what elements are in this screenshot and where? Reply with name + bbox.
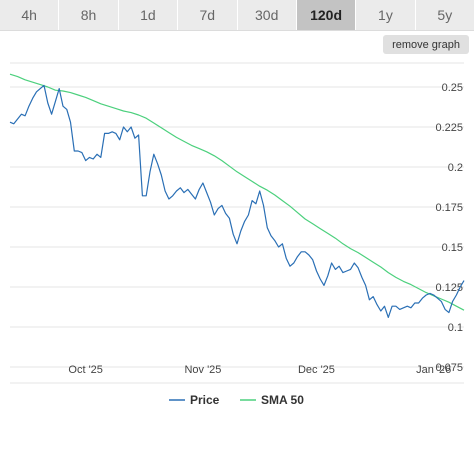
y-tick-label: 0.175 [435, 202, 463, 214]
y-tick-label: 0.125 [435, 282, 463, 294]
gridlines [10, 62, 464, 384]
remove-graph-button[interactable]: remove graph [383, 35, 469, 54]
tab-1y[interactable]: 1y [356, 0, 416, 30]
tab-4h[interactable]: 4h [0, 0, 60, 30]
legend-item-price[interactable]: Price [169, 393, 220, 407]
tab-1d[interactable]: 1d [119, 0, 179, 30]
x-axis: Oct '25 Nov '25 Dec '25 Jan '26 [68, 364, 451, 376]
tab-5y[interactable]: 5y [437, 7, 453, 23]
y-axis: 0.075 0.1 0.125 0.15 0.175 0.2 0.225 0.25 [435, 82, 463, 374]
legend-item-sma-50[interactable]: SMA 50 [240, 393, 304, 407]
tab-30d[interactable]: 30d [238, 0, 297, 30]
price-line [9, 84, 465, 318]
legend-price-label: Price [190, 393, 220, 407]
y-tick-label: 0.225 [435, 122, 463, 134]
y-tick-label: 0.25 [442, 82, 463, 94]
tab-8h[interactable]: 8h [59, 0, 119, 30]
x-tick-label: Jan '26 [416, 364, 451, 376]
y-tick-label: 0.1 [448, 322, 463, 334]
y-tick-label: 0.2 [448, 162, 463, 174]
series-lines [9, 73, 465, 318]
tab-7d[interactable]: 7d [178, 0, 238, 30]
x-tick-label: Oct '25 [68, 364, 103, 376]
y-tick-label: 0.15 [442, 242, 463, 254]
x-tick-label: Dec '25 [298, 364, 335, 376]
timeframe-tabs: 4h 8h 1d 7d 30d 120d 1y 5y [0, 0, 474, 31]
legend: Price SMA 50 [169, 393, 304, 407]
x-tick-label: Nov '25 [184, 364, 221, 376]
sma-50-line [9, 73, 465, 311]
y-tick-label: 0.075 [435, 362, 463, 374]
legend-sma-label: SMA 50 [261, 393, 304, 407]
tab-120d[interactable]: 120d [296, 0, 357, 30]
